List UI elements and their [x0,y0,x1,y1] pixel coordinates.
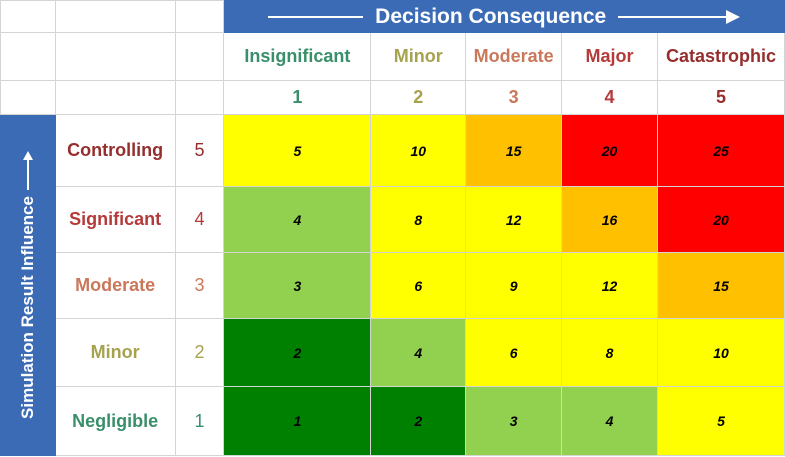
row-number[interactable]: 2 [174,318,225,387]
side-title-wrap: Simulation Result Influence [18,151,38,419]
row-label[interactable]: Moderate [54,252,176,319]
risk-score-cell[interactable]: 6 [465,318,563,387]
blank-cell[interactable] [0,80,56,115]
risk-score-cell[interactable]: 20 [656,186,785,253]
matrix-row: Minor 2 2 4 6 8 10 [1,318,785,387]
blank-cell[interactable] [54,0,176,33]
risk-score-cell[interactable]: 4 [223,186,372,253]
risk-score-cell[interactable]: 15 [656,252,785,319]
blank-cell[interactable] [174,32,225,81]
arrow-line-left [268,15,364,18]
row-number[interactable]: 3 [174,252,225,319]
risk-score-cell[interactable]: 12 [465,186,563,253]
decision-consequence-header: Decision Consequence [223,0,785,33]
risk-score-cell[interactable]: 12 [561,252,658,319]
column-number[interactable]: 2 [370,80,467,115]
row-label[interactable]: Controlling [54,114,176,187]
risk-score-cell[interactable]: 10 [656,318,785,387]
row-number[interactable]: 4 [174,186,225,253]
column-label[interactable]: Minor [370,32,467,81]
column-number[interactable]: 5 [656,80,785,115]
risk-score-cell[interactable]: 2 [223,318,372,387]
risk-score-cell[interactable]: 15 [465,114,563,187]
column-number[interactable]: 3 [465,80,563,115]
risk-score-cell[interactable]: 3 [223,252,372,319]
risk-score-cell[interactable]: 9 [465,252,563,319]
column-label[interactable]: Insignificant [223,32,372,81]
risk-score-cell[interactable]: 8 [370,186,467,253]
risk-score-cell[interactable]: 5 [656,386,785,456]
column-label[interactable]: Major [561,32,658,81]
row-label[interactable]: Minor [54,318,176,387]
risk-score-cell[interactable]: 5 [223,114,372,187]
blank-cell[interactable] [54,80,176,115]
simulation-result-influence-header: Simulation Result Influence [0,114,56,456]
arrow-line-right [618,15,727,18]
risk-score-cell[interactable]: 2 [370,386,467,456]
simulation-result-influence-title: Simulation Result Influence [17,196,37,419]
blank-cell[interactable] [174,80,225,115]
column-label[interactable]: Catastrophic [656,32,785,81]
risk-score-cell[interactable]: 3 [465,386,563,456]
risk-score-cell[interactable]: 1 [223,386,372,456]
row-number[interactable]: 5 [174,114,225,187]
arrow-right-icon [726,9,741,24]
blank-cell[interactable] [0,32,56,81]
row-number[interactable]: 1 [174,386,225,456]
risk-score-cell[interactable]: 16 [561,186,658,253]
risk-score-cell[interactable]: 4 [370,318,467,387]
matrix-row: Negligible 1 1 2 3 4 5 [1,386,785,456]
blank-cell[interactable] [54,32,176,81]
arrow-line-up [26,160,29,191]
arrow-up-icon [22,151,33,161]
blank-cell[interactable] [0,0,56,33]
column-number[interactable]: 1 [223,80,372,115]
risk-score-cell[interactable]: 10 [370,114,467,187]
risk-score-cell[interactable]: 20 [561,114,658,187]
column-label[interactable]: Moderate [465,32,563,81]
matrix-row: Simulation Result Influence Controlling 5 5… [0,114,785,456]
risk-score-cell[interactable]: 8 [561,318,658,387]
matrix-row: Significant 4 4 8 12 16 20 [1,186,785,253]
decision-consequence-title: Decision Consequence [375,4,607,28]
risk-score-cell[interactable]: 4 [561,386,658,456]
risk-score-cell[interactable]: 25 [656,114,785,187]
row-label[interactable]: Significant [54,186,176,253]
risk-score-cell[interactable]: 6 [370,252,467,319]
matrix-row: Moderate 3 3 6 9 12 15 [1,252,785,319]
column-number[interactable]: 4 [561,80,658,115]
blank-cell[interactable] [174,0,225,33]
row-label[interactable]: Negligible [54,386,176,456]
